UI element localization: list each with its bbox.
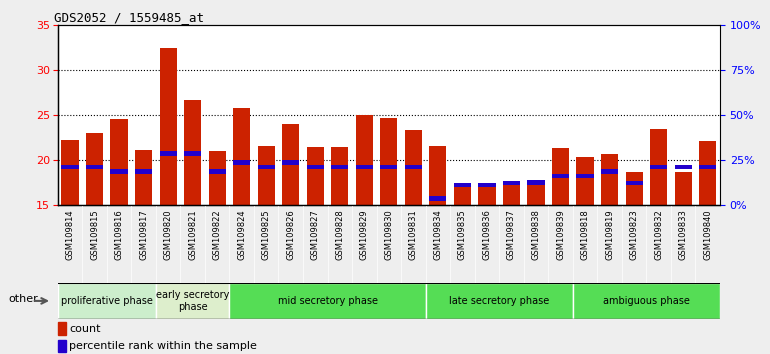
Bar	[86, 165, 103, 169]
Bar	[135, 169, 152, 174]
Bar	[650, 165, 668, 169]
Bar	[62, 140, 79, 205]
Bar	[405, 165, 422, 169]
Bar	[577, 174, 594, 178]
Text: GSM109829: GSM109829	[360, 209, 369, 260]
Bar	[331, 147, 348, 205]
Bar	[426, 283, 573, 319]
Text: GSM109833: GSM109833	[678, 209, 688, 260]
Bar	[306, 147, 324, 205]
Bar	[356, 115, 373, 205]
Text: mid secretory phase: mid secretory phase	[277, 296, 377, 306]
Text: GSM109819: GSM109819	[605, 209, 614, 260]
Bar	[282, 160, 300, 165]
Bar	[209, 169, 226, 174]
Bar	[503, 184, 520, 205]
Text: GSM109814: GSM109814	[65, 209, 75, 260]
Text: GSM109823: GSM109823	[630, 209, 638, 260]
Text: GSM109827: GSM109827	[311, 209, 320, 260]
Text: GSM109832: GSM109832	[654, 209, 663, 260]
Bar	[675, 172, 691, 205]
Bar	[699, 165, 716, 169]
Bar	[675, 165, 691, 169]
Bar	[58, 283, 156, 319]
Text: GSM109838: GSM109838	[531, 209, 541, 260]
Text: GSM109817: GSM109817	[139, 209, 148, 260]
Bar	[625, 181, 643, 185]
Text: GSM109815: GSM109815	[90, 209, 99, 260]
Bar	[552, 174, 569, 178]
Bar	[625, 172, 643, 205]
Bar	[527, 180, 544, 184]
Text: late secretory phase: late secretory phase	[449, 296, 549, 306]
Bar	[430, 146, 447, 205]
Bar	[306, 165, 324, 169]
Text: GSM109826: GSM109826	[286, 209, 295, 260]
Bar	[454, 183, 471, 187]
Text: proliferative phase: proliferative phase	[61, 296, 152, 306]
Bar	[282, 124, 300, 205]
Text: GSM109822: GSM109822	[213, 209, 222, 260]
Bar	[573, 283, 720, 319]
Bar	[86, 133, 103, 205]
Bar	[380, 118, 397, 205]
Text: other: other	[8, 294, 38, 304]
Bar	[380, 165, 397, 169]
Bar	[601, 169, 618, 174]
Bar	[58, 322, 66, 335]
Text: GSM109837: GSM109837	[507, 209, 516, 260]
Bar	[233, 160, 250, 165]
Bar	[650, 129, 668, 205]
Bar	[454, 186, 471, 205]
Bar	[229, 283, 426, 319]
Bar	[503, 181, 520, 185]
Text: GSM109824: GSM109824	[237, 209, 246, 260]
Bar	[478, 183, 496, 187]
Bar	[233, 108, 250, 205]
Bar	[156, 283, 229, 319]
Bar	[405, 130, 422, 205]
Bar	[184, 100, 201, 205]
Text: GSM109820: GSM109820	[163, 209, 172, 260]
Text: early secretory
phase: early secretory phase	[156, 290, 229, 312]
Text: GSM109835: GSM109835	[458, 209, 467, 260]
Text: GSM109836: GSM109836	[483, 209, 491, 260]
Text: ambiguous phase: ambiguous phase	[603, 296, 690, 306]
Bar	[184, 151, 201, 156]
Text: GSM109830: GSM109830	[384, 209, 393, 260]
Text: count: count	[69, 324, 101, 333]
Bar	[699, 141, 716, 205]
Bar	[58, 340, 66, 352]
Text: GSM109839: GSM109839	[556, 209, 565, 260]
Bar	[159, 48, 176, 205]
Text: GSM109816: GSM109816	[115, 209, 123, 260]
Text: GSM109825: GSM109825	[262, 209, 271, 260]
Bar	[258, 165, 275, 169]
Bar	[135, 150, 152, 205]
Bar	[601, 154, 618, 205]
Text: GSM109834: GSM109834	[434, 209, 443, 260]
Bar	[527, 183, 544, 205]
Text: GSM109828: GSM109828	[335, 209, 344, 260]
Bar	[430, 196, 447, 201]
Bar	[552, 148, 569, 205]
Text: GSM109821: GSM109821	[188, 209, 197, 260]
Bar	[110, 119, 128, 205]
Bar	[258, 146, 275, 205]
Bar	[209, 151, 226, 205]
Bar	[110, 169, 128, 174]
Bar	[159, 151, 176, 156]
Text: GSM109818: GSM109818	[581, 209, 590, 260]
Bar	[577, 158, 594, 205]
Bar	[478, 185, 496, 205]
Bar	[356, 165, 373, 169]
Text: percentile rank within the sample: percentile rank within the sample	[69, 341, 257, 351]
Bar	[62, 165, 79, 169]
Text: GSM109840: GSM109840	[703, 209, 712, 260]
Bar	[331, 165, 348, 169]
Text: GSM109831: GSM109831	[409, 209, 418, 260]
Text: GDS2052 / 1559485_at: GDS2052 / 1559485_at	[55, 11, 205, 24]
